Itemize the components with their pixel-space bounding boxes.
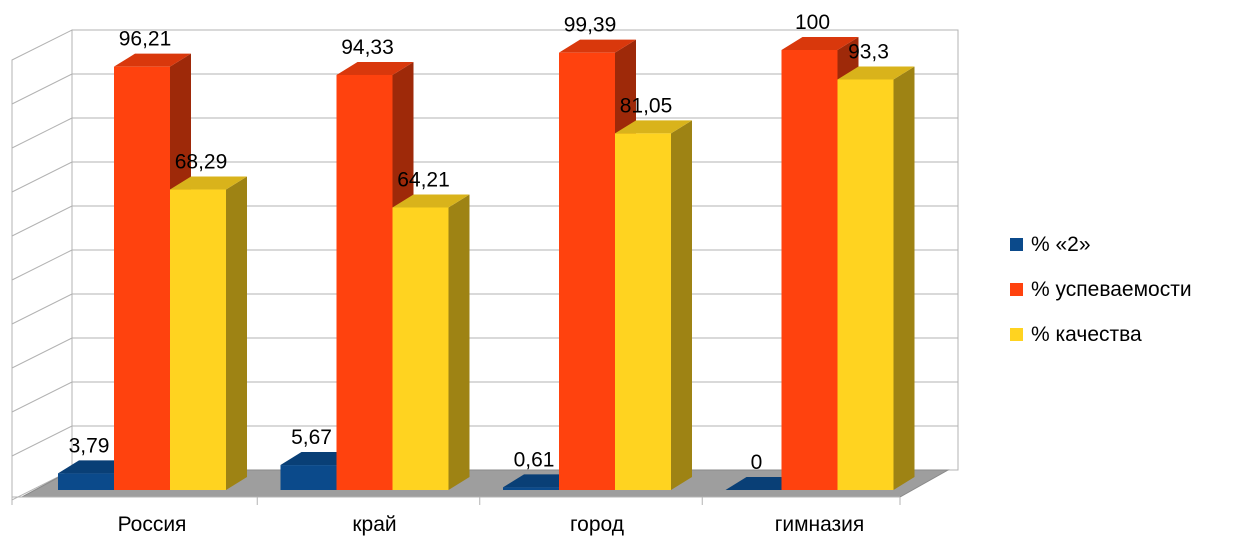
bar-top bbox=[170, 176, 247, 190]
bar bbox=[392, 207, 449, 490]
data-label: 0 bbox=[751, 451, 763, 474]
bar bbox=[615, 133, 671, 490]
bar-side bbox=[226, 176, 247, 491]
gridline bbox=[11, 293, 73, 325]
gridline bbox=[11, 337, 73, 369]
legend-item-2: % «2» bbox=[1010, 222, 1192, 267]
bar bbox=[559, 52, 615, 491]
chart-floor bbox=[12, 469, 950, 498]
legend-swatch bbox=[1010, 283, 1023, 296]
bar-side bbox=[671, 120, 692, 490]
bar-top bbox=[114, 53, 191, 67]
data-label: 99,39 bbox=[564, 14, 617, 37]
bar-top bbox=[336, 61, 414, 75]
x-axis: Россия край город гимназия bbox=[11, 497, 901, 536]
data-label: 93,3 bbox=[848, 40, 889, 63]
category-label: город bbox=[570, 513, 624, 536]
bar bbox=[336, 74, 393, 490]
data-label: 100 bbox=[795, 11, 830, 34]
bar bbox=[781, 50, 838, 490]
bar-top bbox=[837, 66, 915, 80]
gridline bbox=[11, 425, 73, 457]
category-label: край bbox=[352, 513, 396, 536]
bar-side bbox=[893, 66, 915, 490]
legend-swatch bbox=[1010, 238, 1023, 251]
data-label: 3,79 bbox=[69, 434, 110, 457]
bar bbox=[280, 465, 337, 490]
data-label: 0,61 bbox=[514, 448, 555, 471]
legend-item-uspevaemost: % успеваемости bbox=[1010, 267, 1192, 312]
legend-label: % качества bbox=[1031, 322, 1142, 346]
legend-label: % успеваемости bbox=[1031, 277, 1192, 301]
legend-item-kachestvo: % качества bbox=[1010, 312, 1192, 357]
bar bbox=[503, 487, 559, 490]
gridline bbox=[11, 117, 73, 149]
bar bbox=[114, 66, 170, 491]
bar-top bbox=[559, 39, 636, 53]
bar-top bbox=[392, 194, 470, 208]
legend: % «2» % успеваемости % качества bbox=[1010, 222, 1192, 357]
gridline bbox=[11, 381, 73, 413]
category-label: гимназия bbox=[775, 513, 865, 536]
gridline bbox=[11, 161, 73, 193]
legend-label: % «2» bbox=[1031, 232, 1091, 256]
data-label: 5,67 bbox=[291, 426, 332, 449]
legend-swatch bbox=[1010, 328, 1023, 341]
bar bbox=[58, 473, 114, 490]
gridline bbox=[11, 73, 73, 105]
data-label: 64,21 bbox=[397, 168, 450, 191]
data-label: 81,05 bbox=[620, 94, 673, 117]
bar-top bbox=[615, 120, 692, 134]
data-label: 68,29 bbox=[175, 151, 228, 174]
gridline bbox=[11, 249, 73, 281]
bar bbox=[170, 189, 226, 491]
category-label: Россия bbox=[118, 513, 187, 536]
bars bbox=[58, 37, 915, 491]
bar-side bbox=[448, 194, 470, 490]
data-label: 96,21 bbox=[119, 28, 172, 51]
gridline bbox=[11, 205, 73, 237]
bar-top bbox=[781, 37, 859, 50]
data-label: 94,33 bbox=[341, 36, 394, 59]
data-labels: 3,79 96,21 68,29 5,67 94,33 64,21 0,61 99,39 81,… bbox=[69, 11, 889, 474]
bar bbox=[837, 79, 894, 490]
